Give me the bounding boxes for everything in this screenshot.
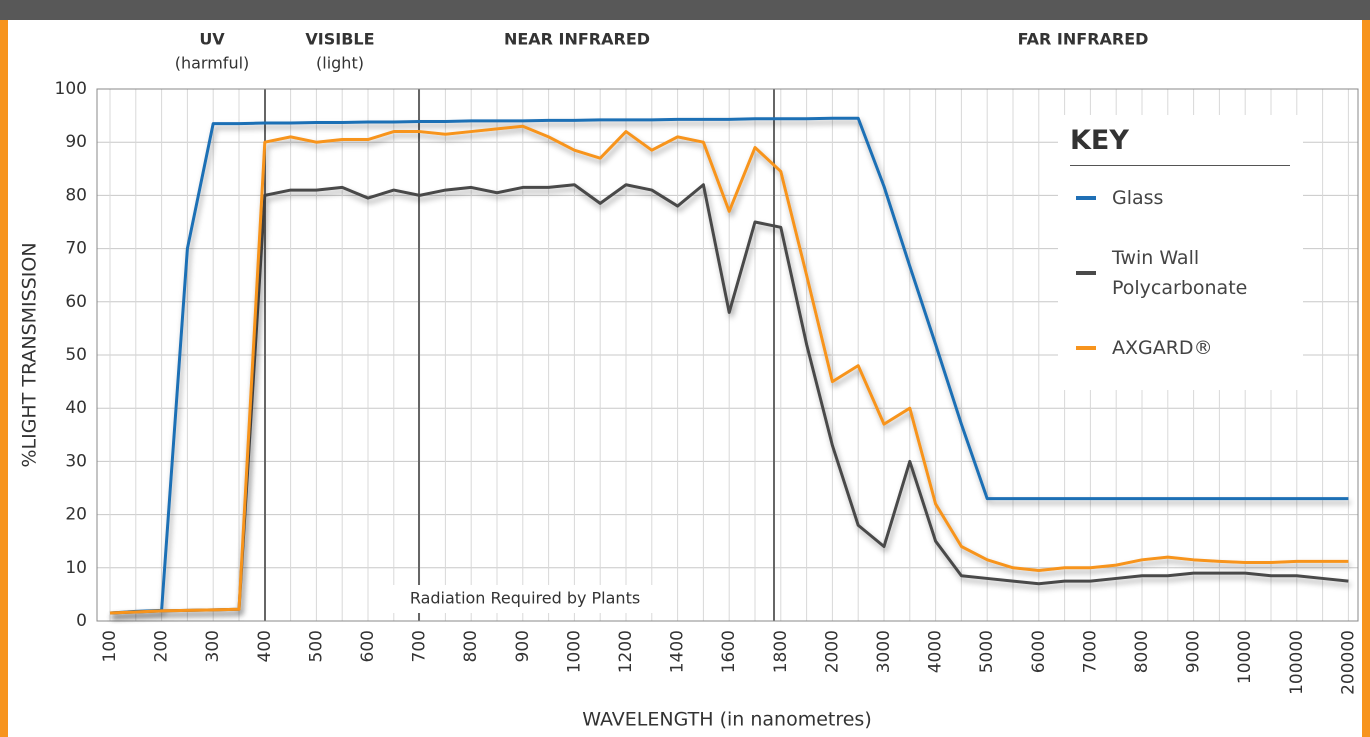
annotation-bg — [375, 585, 675, 613]
legend-rule — [1070, 165, 1290, 166]
legend-entry: Twin Wall Polycarbonate — [1076, 243, 1272, 303]
y-axis-label: %LIGHT TRANSMISSION — [19, 242, 41, 467]
annotation: FAR INFRARED — [1018, 30, 1149, 49]
annotation: VISIBLE — [305, 30, 374, 49]
x-tick-label: 7000 — [1080, 630, 1100, 673]
series-line — [109, 183, 1349, 615]
annotation: NEAR INFRARED — [504, 30, 650, 49]
legend-title: KEY — [1070, 125, 1129, 156]
y-tick-label: 0 — [76, 611, 87, 631]
header-bar — [0, 0, 1370, 20]
y-tick-label: 40 — [65, 398, 87, 418]
legend: KEY Glass Twin Wall Polycarbonate AXGARD® — [1058, 115, 1303, 390]
legend-swatch — [1076, 196, 1096, 200]
x-tick-label: 500 — [306, 630, 326, 662]
legend-label: Glass — [1112, 187, 1164, 209]
series-line — [109, 116, 1349, 615]
legend-swatch — [1076, 346, 1096, 350]
x-tick-label: 5000 — [977, 630, 997, 673]
series-line — [109, 124, 1349, 615]
y-tick-label: 60 — [65, 292, 87, 312]
x-tick-label: 1600 — [719, 630, 739, 673]
x-tick-label: 300 — [203, 630, 223, 662]
x-tick-label: 2000 — [822, 630, 842, 673]
y-tick-label: 20 — [65, 505, 87, 525]
x-tick-label: 900 — [513, 630, 533, 662]
annotation: (light) — [316, 54, 364, 73]
x-tick-label: 9000 — [1184, 630, 1204, 673]
x-tick-label: 200 — [152, 630, 172, 662]
x-tick-label: 8000 — [1132, 630, 1152, 673]
legend-entry: Glass — [1076, 183, 1272, 213]
x-tick-label: 100000 — [1287, 630, 1307, 695]
x-tick-label: 100 — [100, 630, 120, 662]
legend-swatch — [1076, 271, 1096, 275]
x-tick-label: 700 — [410, 630, 430, 662]
y-tick-label: 80 — [65, 185, 87, 205]
x-tick-label: 200000 — [1338, 630, 1358, 695]
x-tick-label: 3000 — [874, 630, 894, 673]
plot-border — [96, 88, 1359, 622]
y-tick-label: 100 — [55, 79, 87, 99]
x-tick-label: 4000 — [926, 630, 946, 673]
x-tick-label: 400 — [255, 630, 275, 662]
y-tick-label: 10 — [65, 558, 87, 578]
annotation: Radiation Required by Plants — [410, 589, 640, 608]
legend-entry: AXGARD® — [1076, 333, 1272, 363]
y-tick-label: 50 — [65, 345, 87, 365]
annotation: UV — [199, 30, 225, 49]
x-tick-label: 600 — [358, 630, 378, 662]
x-tick-label: 1800 — [771, 630, 791, 673]
legend-label: AXGARD® — [1112, 337, 1213, 359]
x-tick-label: 800 — [461, 630, 481, 662]
y-tick-label: 30 — [65, 451, 87, 471]
x-tick-label: 10000 — [1235, 630, 1255, 684]
x-tick-label: 1200 — [616, 630, 636, 673]
y-tick-label: 70 — [65, 239, 87, 259]
x-tick-label: 6000 — [1029, 630, 1049, 673]
x-tick-label: 1000 — [564, 630, 584, 673]
y-tick-label: 90 — [65, 132, 87, 152]
x-axis-label: WAVELENGTH (in nanometres) — [582, 709, 871, 731]
legend-label: Twin Wall Polycarbonate — [1112, 247, 1248, 299]
x-tick-label: 1400 — [668, 630, 688, 673]
annotation: (harmful) — [175, 54, 250, 73]
